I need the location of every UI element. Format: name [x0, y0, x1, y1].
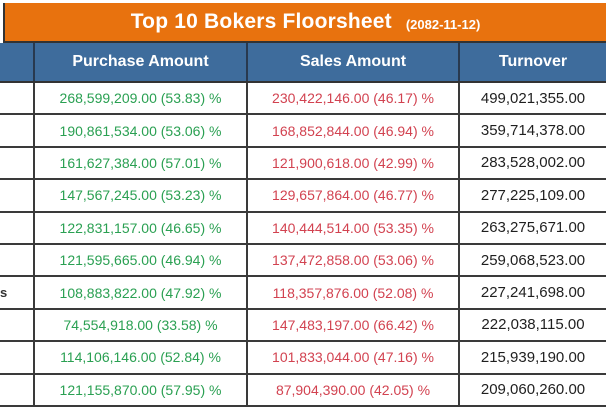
- purchase-amount-cell: 114,106,146.00 (52.84) %: [33, 342, 246, 373]
- sales-amount-cell: 137,472,858.00 (53.06) %: [246, 244, 458, 276]
- header-purchase-amount: Purchase Amount: [33, 43, 246, 81]
- title-bar: Top 10 Bokers Floorsheet (2082-11-12): [3, 3, 606, 43]
- purchase-amount-cell: 122,831,157.00 (46.65) %: [33, 212, 246, 243]
- turnover-cell: 209,060,260.00: [458, 374, 606, 405]
- sales-amount-cell: 121,900,618.00 (42.99) %: [246, 147, 458, 179]
- turnover-cell: 222,038,115.00: [458, 309, 606, 341]
- title-date: (2082-11-12): [405, 16, 481, 32]
- sales-amount-cell: 168,852,844.00 (46.94) %: [246, 115, 458, 146]
- table-row: 190,861,534.00 (53.06) % 168,852,844.00 …: [0, 115, 606, 148]
- page-title: Top 10 Bokers Floorsheet: [130, 10, 392, 33]
- purchase-amount-cell: 190,861,534.00 (53.06) %: [33, 115, 246, 146]
- turnover-cell: 283,528,002.00: [458, 147, 606, 179]
- table-row: 114,106,146.00 (52.84) % 101,833,044.00 …: [0, 342, 606, 375]
- sales-amount-cell: 147,483,197.00 (66.42) %: [246, 309, 458, 341]
- table-row: s 108,883,822.00 (47.92) % 118,357,876.0…: [0, 277, 606, 310]
- turnover-cell: 359,714,378.00: [458, 115, 606, 146]
- table-row: 161,627,384.00 (57.01) % 121,900,618.00 …: [0, 147, 606, 181]
- broker-name-cell: [0, 213, 33, 243]
- purchase-amount-cell: 268,599,209.00 (53.83) %: [33, 83, 246, 114]
- table-row: 122,831,157.00 (46.65) % 140,444,514.00 …: [0, 212, 606, 245]
- purchase-amount-cell: 121,595,665.00 (46.94) %: [33, 244, 246, 276]
- purchase-amount-cell: 108,883,822.00 (47.92) %: [33, 277, 246, 308]
- sales-amount-cell: 87,904,390.00 (42.05) %: [246, 374, 458, 405]
- turnover-cell: 277,225,109.00: [458, 180, 606, 211]
- table-row: 121,595,665.00 (46.94) % 137,472,858.00 …: [0, 244, 606, 278]
- purchase-amount-cell: 147,567,245.00 (53.23) %: [33, 180, 246, 211]
- floorsheet-table: Top 10 Bokers Floorsheet (2082-11-12) Pu…: [0, 3, 606, 407]
- header-turnover: Turnover: [458, 43, 606, 81]
- purchase-amount-cell: 74,554,918.00 (33.58) %: [33, 309, 246, 341]
- broker-name-cell: [0, 310, 33, 340]
- sales-amount-cell: 129,657,864.00 (46.77) %: [246, 180, 458, 211]
- broker-name-cell: [0, 148, 33, 178]
- broker-name-cell: [0, 115, 33, 145]
- table-row: 268,599,209.00 (53.83) % 230,422,146.00 …: [0, 83, 606, 116]
- header-broker: [0, 43, 33, 81]
- broker-name-cell: [0, 342, 33, 372]
- broker-name-cell: s: [0, 285, 8, 301]
- sales-amount-cell: 140,444,514.00 (53.35) %: [246, 212, 458, 243]
- purchase-amount-cell: 161,627,384.00 (57.01) %: [33, 147, 246, 179]
- broker-name-cell: [0, 83, 33, 113]
- table-header-row: Purchase Amount Sales Amount Turnover: [0, 43, 606, 83]
- table-row: 147,567,245.00 (53.23) % 129,657,864.00 …: [0, 180, 606, 213]
- table-body: 268,599,209.00 (53.83) % 230,422,146.00 …: [0, 83, 606, 407]
- sales-amount-cell: 101,833,044.00 (47.16) %: [246, 342, 458, 373]
- table-row: 121,155,870.00 (57.95) % 87,904,390.00 (…: [0, 374, 606, 407]
- broker-name-cell: [0, 180, 33, 210]
- turnover-cell: 499,021,355.00: [458, 83, 606, 114]
- sales-amount-cell: 118,357,876.00 (52.08) %: [246, 277, 458, 308]
- sales-amount-cell: 230,422,146.00 (46.17) %: [246, 83, 458, 114]
- header-sales-amount: Sales Amount: [246, 43, 458, 81]
- table-row: 74,554,918.00 (33.58) % 147,483,197.00 (…: [0, 309, 606, 343]
- turnover-cell: 227,241,698.00: [458, 277, 606, 308]
- turnover-cell: 215,939,190.00: [458, 342, 606, 373]
- broker-name-cell: [0, 375, 33, 405]
- turnover-cell: 263,275,671.00: [458, 212, 606, 243]
- turnover-cell: 259,068,523.00: [458, 244, 606, 276]
- broker-name-cell: [0, 245, 33, 275]
- purchase-amount-cell: 121,155,870.00 (57.95) %: [33, 374, 246, 405]
